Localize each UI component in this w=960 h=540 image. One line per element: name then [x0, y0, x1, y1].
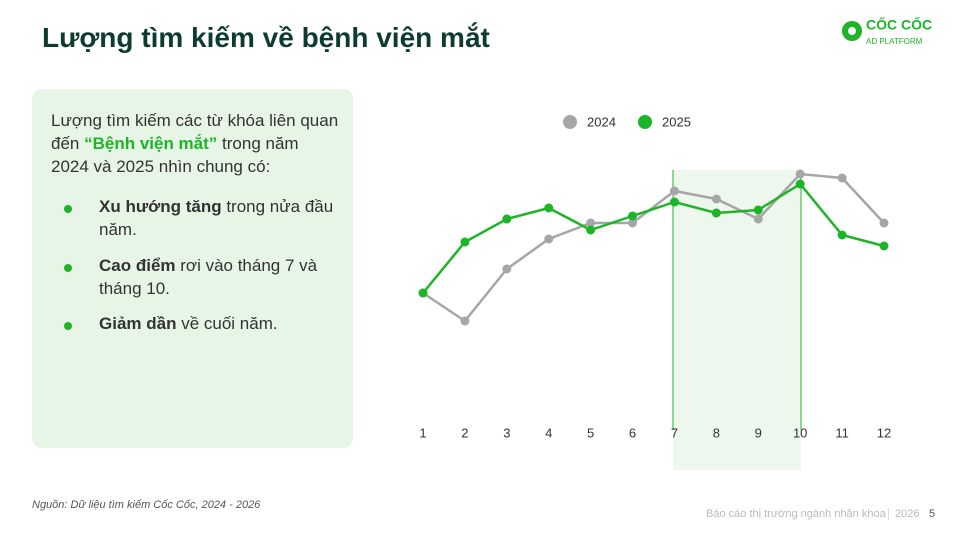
- report-name: Báo cáo thị trường ngành nhãn khoa: [706, 508, 886, 520]
- point: [502, 214, 512, 224]
- bullet: Xu hướng tăng trong nửa đầu năm.: [99, 195, 344, 241]
- x-tick-label: 1: [419, 425, 426, 440]
- point: [879, 218, 889, 228]
- line: [422, 182, 885, 294]
- x-tick-label: 3: [503, 425, 510, 440]
- point: [502, 264, 512, 274]
- source: Nguồn: Dữ liệu tìm kiếm Cốc Cốc, 2024 - …: [32, 499, 261, 511]
- point: [586, 225, 596, 235]
- point: [628, 211, 638, 221]
- logo-icon: [848, 27, 856, 35]
- point: [795, 179, 805, 189]
- point: [418, 288, 428, 298]
- text: trong nửa đầu năm.: [99, 197, 334, 239]
- bullet-dot: [64, 205, 72, 213]
- x-tick-label: 4: [545, 425, 552, 440]
- panel: [32, 89, 353, 448]
- bullet-dot: [64, 264, 72, 272]
- legend-label: 2025: [662, 114, 691, 129]
- point: [711, 194, 721, 204]
- text: rơi vào tháng 7 và tháng 10.: [99, 256, 318, 298]
- bullet: Cao điểm rơi vào tháng 7 và tháng 10.: [99, 254, 344, 300]
- logo-sub: AD PLATFORM: [866, 37, 923, 46]
- point: [753, 205, 763, 215]
- x-tick-label: 6: [629, 425, 636, 440]
- title: Lượng tìm kiếm về bệnh viện mắt: [42, 22, 490, 53]
- bullet: Giảm dần về cuối năm.: [99, 312, 344, 335]
- point: [544, 234, 554, 244]
- legend-marker: [638, 115, 652, 129]
- point: [837, 173, 847, 183]
- highlight-text: “Bệnh viện mắt”: [84, 134, 218, 153]
- page-number: 5: [929, 508, 936, 520]
- intro: Lượng tìm kiếm các từ khóa liên quan đến…: [51, 109, 341, 178]
- text: về cuối năm.: [176, 314, 278, 333]
- point: [460, 316, 470, 326]
- bold-text: Xu hướng tăng: [99, 197, 222, 216]
- x-tick-label: 5: [587, 425, 594, 440]
- point: [544, 203, 554, 213]
- text: trong năm 2024 và 2025 nhìn chung có:: [51, 134, 299, 176]
- point: [586, 218, 596, 228]
- logo-name: CỐC CỐC: [866, 16, 932, 33]
- point: [753, 214, 763, 224]
- legend-marker: [563, 115, 577, 129]
- x-tick-label: 10: [793, 425, 807, 440]
- line: [422, 172, 885, 323]
- x-tick-label: 7: [671, 425, 678, 440]
- point: [795, 169, 805, 179]
- point: [628, 218, 638, 228]
- year: 2026: [888, 508, 919, 520]
- point: [837, 230, 847, 240]
- bullet-dot: [64, 322, 72, 330]
- text: Lượng tìm kiếm các từ khóa liên quan đến: [51, 111, 339, 153]
- x-tick-label: 9: [755, 425, 762, 440]
- x-tick-label: 12: [877, 425, 891, 440]
- x-tick-label: 11: [835, 425, 849, 440]
- highlight-area: [673, 170, 801, 470]
- x-tick-label: 8: [713, 425, 720, 440]
- x-tick-label: 2: [461, 425, 468, 440]
- bold-text: Cao điểm: [99, 256, 176, 275]
- point: [669, 186, 679, 196]
- point: [879, 241, 889, 251]
- legend-label: 2024: [587, 114, 616, 129]
- point: [711, 208, 721, 218]
- bold-text: Giảm dần: [99, 314, 177, 333]
- point: [460, 237, 470, 247]
- point: [669, 197, 679, 207]
